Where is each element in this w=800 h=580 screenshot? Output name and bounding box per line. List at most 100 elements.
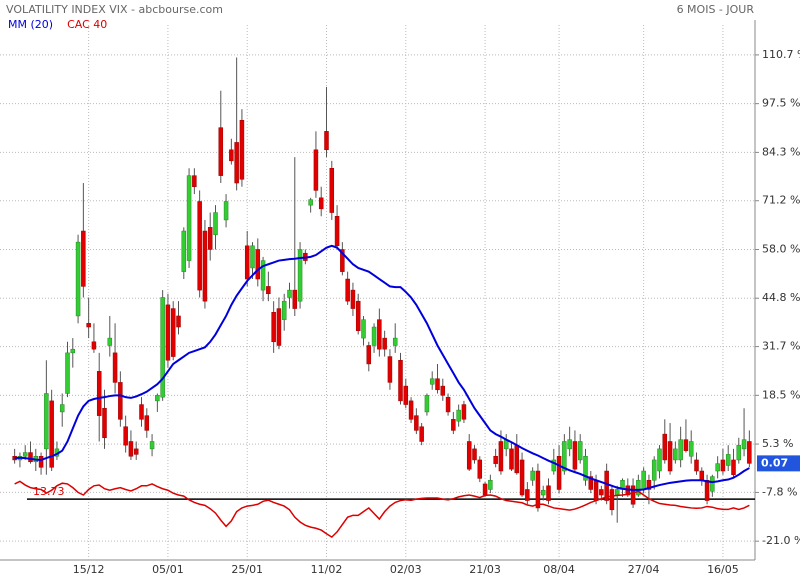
candle-body bbox=[577, 441, 583, 461]
candle-body bbox=[456, 409, 461, 422]
last-value-label: 0.07 bbox=[761, 456, 788, 469]
candle-body bbox=[720, 459, 726, 472]
candle-body bbox=[651, 459, 657, 481]
candle-body bbox=[445, 396, 451, 413]
x-tick-label: 08/04 bbox=[543, 563, 575, 576]
candle-body bbox=[556, 455, 562, 490]
candle-body bbox=[271, 312, 276, 343]
candle-body bbox=[657, 448, 662, 472]
candle-body bbox=[466, 441, 472, 470]
candle-body bbox=[160, 297, 165, 398]
candle-body bbox=[583, 455, 588, 481]
y-tick-label: 18.5 % bbox=[762, 388, 800, 401]
candle-body bbox=[218, 127, 224, 176]
candle-body bbox=[683, 439, 689, 451]
candle-body bbox=[355, 300, 361, 331]
candle-body bbox=[340, 249, 345, 272]
candle-body bbox=[440, 385, 446, 396]
candle-body bbox=[641, 470, 646, 490]
series-line bbox=[14, 480, 750, 539]
candle-body bbox=[170, 308, 176, 357]
candle-body bbox=[260, 260, 266, 291]
candle-body bbox=[636, 479, 641, 496]
y-tick-label: 58.0 % bbox=[762, 242, 800, 255]
candle-body bbox=[165, 304, 171, 361]
candle-body bbox=[688, 441, 694, 457]
candle-body bbox=[741, 439, 747, 450]
y-tick-label: 84.3 % bbox=[762, 145, 800, 158]
candle-body bbox=[292, 289, 298, 309]
candle-body bbox=[329, 168, 335, 213]
candle-body bbox=[562, 441, 567, 472]
candle-body bbox=[731, 459, 736, 475]
x-tick-label: 15/12 bbox=[73, 563, 105, 576]
candle-body bbox=[551, 459, 557, 472]
candle-body bbox=[308, 199, 313, 206]
candle-body bbox=[694, 459, 699, 472]
candle-body bbox=[207, 227, 213, 250]
candle-body bbox=[334, 216, 340, 247]
candle-body bbox=[736, 444, 742, 461]
candle-body bbox=[509, 448, 514, 470]
y-tick-label: 31.7 % bbox=[762, 340, 800, 353]
candle-body bbox=[377, 319, 382, 350]
candle-body bbox=[704, 479, 710, 501]
candle-body bbox=[91, 341, 97, 350]
candle-body bbox=[535, 470, 541, 509]
candle-body bbox=[673, 448, 678, 461]
candle-body bbox=[197, 201, 202, 291]
candle-body bbox=[186, 175, 192, 261]
candle-body bbox=[350, 289, 356, 309]
y-tick-label: -21.0 % bbox=[762, 534, 800, 547]
candle-body bbox=[646, 479, 652, 490]
candle-body bbox=[86, 323, 91, 328]
candle-body bbox=[149, 441, 155, 450]
candle-body bbox=[546, 485, 551, 501]
candle-body bbox=[38, 455, 44, 468]
candle-body bbox=[519, 459, 525, 496]
candle-body bbox=[667, 441, 673, 472]
candle-body bbox=[419, 426, 424, 442]
candle-body bbox=[324, 131, 329, 151]
y-tick-label: 71.2 % bbox=[762, 194, 800, 207]
y-tick-label: 110.7 % bbox=[762, 48, 800, 61]
x-tick-label: 27/04 bbox=[628, 563, 660, 576]
candle-body bbox=[599, 489, 604, 496]
candle-body bbox=[313, 149, 319, 191]
candle-body bbox=[118, 382, 123, 420]
candle-body bbox=[414, 415, 419, 431]
x-tick-label: 11/02 bbox=[311, 563, 343, 576]
candle-body bbox=[477, 459, 483, 479]
x-tick-label: 05/01 bbox=[152, 563, 184, 576]
candle-body bbox=[525, 489, 530, 501]
candle-body bbox=[139, 404, 144, 420]
candle-body bbox=[176, 315, 181, 328]
candle-body bbox=[361, 319, 366, 339]
candle-body bbox=[408, 400, 414, 420]
candle-body bbox=[398, 360, 403, 402]
candle-body bbox=[181, 230, 187, 272]
candle-body bbox=[28, 452, 33, 463]
candle-body bbox=[255, 249, 261, 280]
candle-body bbox=[382, 337, 387, 350]
candle-body bbox=[266, 286, 271, 295]
candle-body bbox=[213, 212, 218, 235]
candle-body bbox=[498, 441, 504, 472]
y-tick-label: 5.3 % bbox=[762, 437, 793, 450]
candle-body bbox=[123, 426, 128, 446]
legend-entry: MM (20) bbox=[8, 18, 53, 31]
candle-body bbox=[540, 489, 546, 496]
candle-body bbox=[588, 476, 594, 490]
candle-body bbox=[747, 441, 752, 464]
candle-body bbox=[112, 352, 118, 383]
candle-body bbox=[22, 452, 28, 457]
candle-body bbox=[630, 485, 636, 505]
candle-body bbox=[133, 448, 139, 455]
candle-body bbox=[472, 448, 477, 461]
y-tick-label: -7.8 % bbox=[762, 485, 797, 498]
candle-body bbox=[287, 289, 292, 298]
candle-body bbox=[567, 439, 572, 450]
candle-body bbox=[424, 395, 430, 413]
candle-body bbox=[387, 356, 393, 383]
candle-body bbox=[609, 489, 615, 511]
